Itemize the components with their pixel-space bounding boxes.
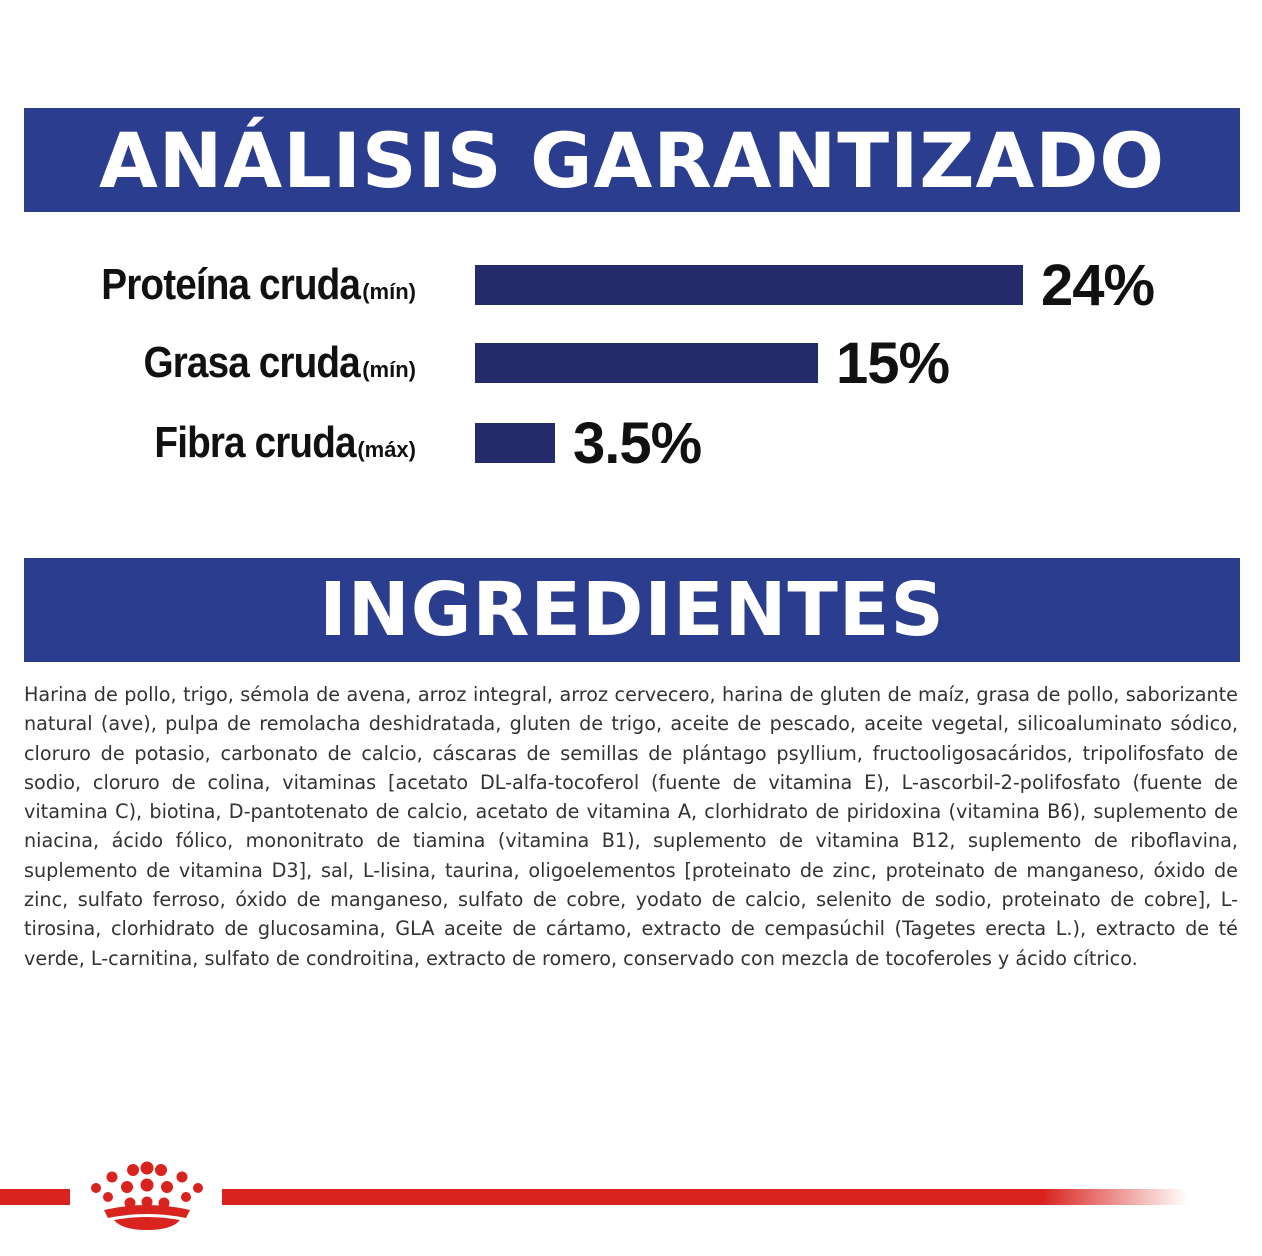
nutrient-qualifier: (mín) <box>362 279 416 304</box>
nutrient-bar <box>475 423 555 463</box>
analysis-banner: ANÁLISIS GARANTIZADO <box>24 108 1240 212</box>
nutrient-row-protein: Proteína cruda (mín) 24% <box>0 250 1262 320</box>
nutrient-bar <box>475 343 818 383</box>
footer-line-right <box>222 1189 1187 1205</box>
nutrient-name: Proteína cruda <box>101 260 361 309</box>
ingredients-banner: INGREDIENTES <box>24 558 1240 662</box>
ingredients-text: Harina de pollo, trigo, sémola de avena,… <box>24 683 1238 970</box>
nutrient-row-fiber: Fibra cruda (máx) 3.5% <box>0 408 1262 478</box>
nutrient-qualifier: (mín) <box>362 357 416 382</box>
ingredients-title: INGREDIENTES <box>319 567 945 653</box>
nutrient-label: Fibra cruda (máx) <box>127 408 416 478</box>
nutrient-row-fat: Grasa cruda (mín) 15% <box>0 328 1262 398</box>
nutrient-label: Proteína cruda (mín) <box>66 250 416 320</box>
nutrient-value: 24% <box>1041 252 1155 318</box>
crown-logo-icon <box>91 1161 203 1230</box>
nutrient-label: Grasa cruda (mín) <box>114 328 416 398</box>
nutrient-name: Fibra cruda <box>154 418 356 467</box>
nutrient-value: 15% <box>836 330 950 396</box>
nutrient-qualifier: (máx) <box>357 437 416 462</box>
nutrient-bar <box>475 265 1023 305</box>
nutrient-value: 3.5% <box>573 410 702 476</box>
analysis-title: ANÁLISIS GARANTIZADO <box>98 115 1166 205</box>
nutrient-name: Grasa cruda <box>143 338 361 387</box>
footer-line-left <box>0 1189 70 1205</box>
